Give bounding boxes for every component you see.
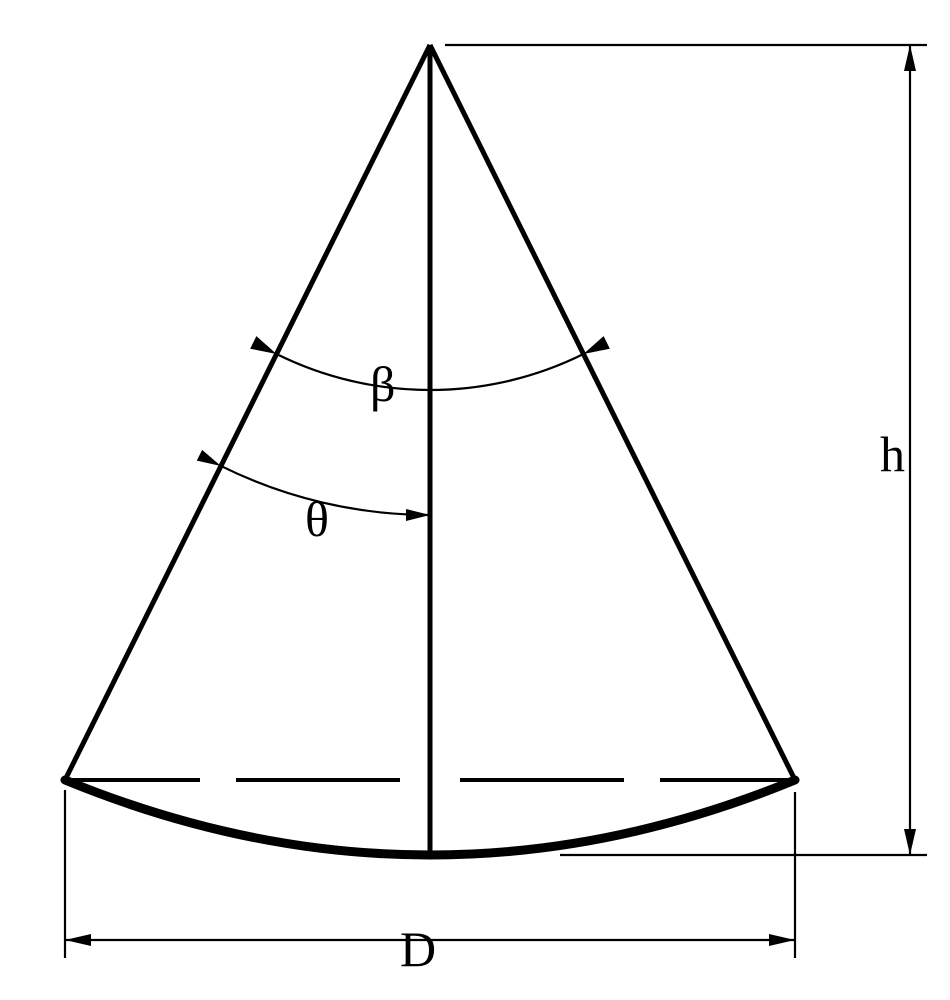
label-beta: β	[370, 355, 395, 413]
diagram-svg	[0, 0, 950, 1000]
label-h: h	[880, 425, 905, 483]
diagram-stage: D h β θ	[0, 0, 950, 1000]
label-D: D	[400, 920, 436, 978]
label-theta: θ	[305, 490, 329, 548]
